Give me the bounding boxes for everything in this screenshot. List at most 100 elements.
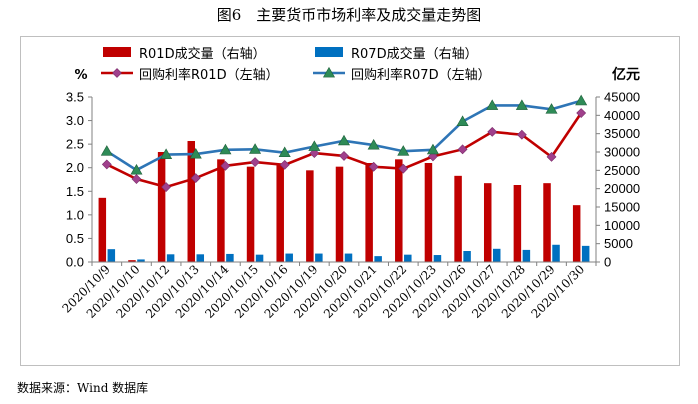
bar <box>217 159 225 262</box>
left-tick-label: 2.0 <box>66 160 84 175</box>
line-point <box>487 126 498 137</box>
bar <box>424 163 433 262</box>
right-tick-label: 20000 <box>604 181 640 196</box>
line-point <box>112 68 122 78</box>
line-point <box>398 163 409 174</box>
line-series <box>100 94 588 192</box>
line-point <box>279 159 290 170</box>
line-point <box>131 174 142 184</box>
left-tick-label: 1.0 <box>66 207 84 222</box>
right-tick-label: 15000 <box>604 200 640 215</box>
bar <box>196 254 205 262</box>
bar <box>433 255 442 262</box>
line-point <box>456 115 469 126</box>
bar <box>137 259 145 262</box>
legend-label: R01D成交量（右轴） <box>139 46 266 62</box>
bar <box>454 175 462 262</box>
bar <box>98 197 107 262</box>
bar <box>285 253 293 262</box>
right-axis-unit: 亿元 <box>612 66 640 83</box>
bar <box>335 166 344 262</box>
bar <box>306 170 314 262</box>
bar <box>226 253 234 262</box>
bar <box>552 244 560 262</box>
left-tick-label: 2.5 <box>66 137 84 152</box>
line-point <box>457 144 468 155</box>
bar <box>187 141 196 262</box>
series-line <box>106 112 583 189</box>
right-tick-label: 45000 <box>604 90 640 105</box>
bar <box>128 260 136 262</box>
chart-container: R01D成交量（右轴） R07D成交量（右轴） 回购利率R01D（左轴） 回购利率R0… <box>20 36 680 366</box>
line-point <box>308 140 321 151</box>
legend-swatch <box>315 47 343 57</box>
legend-label: 回购利率R07D（左轴） <box>351 67 491 83</box>
bar <box>315 253 323 262</box>
right-axis: 0 5000 10000 15000 20000 25000 30000 35000 40000… <box>595 90 640 270</box>
legend-label: 回购利率R01D（左轴） <box>139 67 279 83</box>
bar <box>246 166 255 262</box>
left-tick-label: 3.5 <box>66 90 84 105</box>
right-tick-label: 0 <box>604 255 611 270</box>
left-tick-label: 0.5 <box>66 231 84 246</box>
left-axis: 0.0 0.5 1.0 1.5 2.0 2.5 3.0 3.5 <box>66 90 93 270</box>
line-point <box>219 143 232 155</box>
bar <box>166 254 175 262</box>
line-point <box>130 163 143 175</box>
x-axis: 2020/10/92020/10/102020/10/122020/10/132… <box>60 261 597 321</box>
bar <box>581 245 590 262</box>
bar <box>483 183 492 262</box>
bar <box>463 251 471 262</box>
legend-label: R07D成交量（右轴） <box>351 46 478 62</box>
bar <box>404 254 412 262</box>
line-point <box>545 103 558 114</box>
bar <box>395 159 403 262</box>
line-point <box>337 134 351 146</box>
line-point <box>515 99 528 110</box>
bar <box>492 248 501 262</box>
line-point <box>426 143 439 155</box>
right-tick-label: 40000 <box>604 108 640 123</box>
right-tick-label: 10000 <box>604 218 640 233</box>
bar <box>513 185 522 262</box>
line-point <box>189 147 202 159</box>
line-point <box>339 151 349 161</box>
right-tick-label: 35000 <box>604 126 640 141</box>
line-point <box>368 161 379 172</box>
bar <box>522 249 531 262</box>
line-point <box>100 145 113 156</box>
line-point <box>161 182 172 192</box>
bar <box>572 205 581 262</box>
chart-title: 图6 主要货币市场利率及成交量走势图 <box>216 6 482 24</box>
right-tick-label: 5000 <box>604 236 633 251</box>
bar <box>344 253 353 262</box>
right-tick-label: 30000 <box>604 145 640 160</box>
bar <box>255 254 264 262</box>
data-source-note: 数据来源：Wind 数据库 <box>17 381 149 395</box>
legend: R01D成交量（右轴） R07D成交量（右轴） 回购利率R01D（左轴） 回购利率R0… <box>101 46 491 83</box>
line-point <box>322 66 336 78</box>
left-tick-label: 1.5 <box>66 184 84 199</box>
line-point <box>516 129 527 140</box>
line-point <box>397 145 410 156</box>
bar <box>374 256 382 262</box>
line-point <box>576 108 587 118</box>
line-point <box>367 138 380 150</box>
line-point <box>101 159 112 170</box>
left-tick-label: 3.0 <box>66 113 84 128</box>
legend-swatch <box>103 47 131 57</box>
line-point <box>546 151 557 162</box>
line-point <box>220 160 231 171</box>
bar <box>157 152 166 262</box>
bar <box>365 163 373 262</box>
line-point <box>249 143 262 154</box>
line-point <box>190 173 201 184</box>
line-point <box>486 99 499 110</box>
line-point <box>278 146 291 158</box>
left-axis-unit: % <box>74 68 87 83</box>
line-point <box>250 157 260 167</box>
line-point <box>160 148 173 159</box>
right-tick-label: 25000 <box>604 163 640 178</box>
left-tick-label: 0.0 <box>66 255 84 270</box>
bar <box>543 183 551 262</box>
